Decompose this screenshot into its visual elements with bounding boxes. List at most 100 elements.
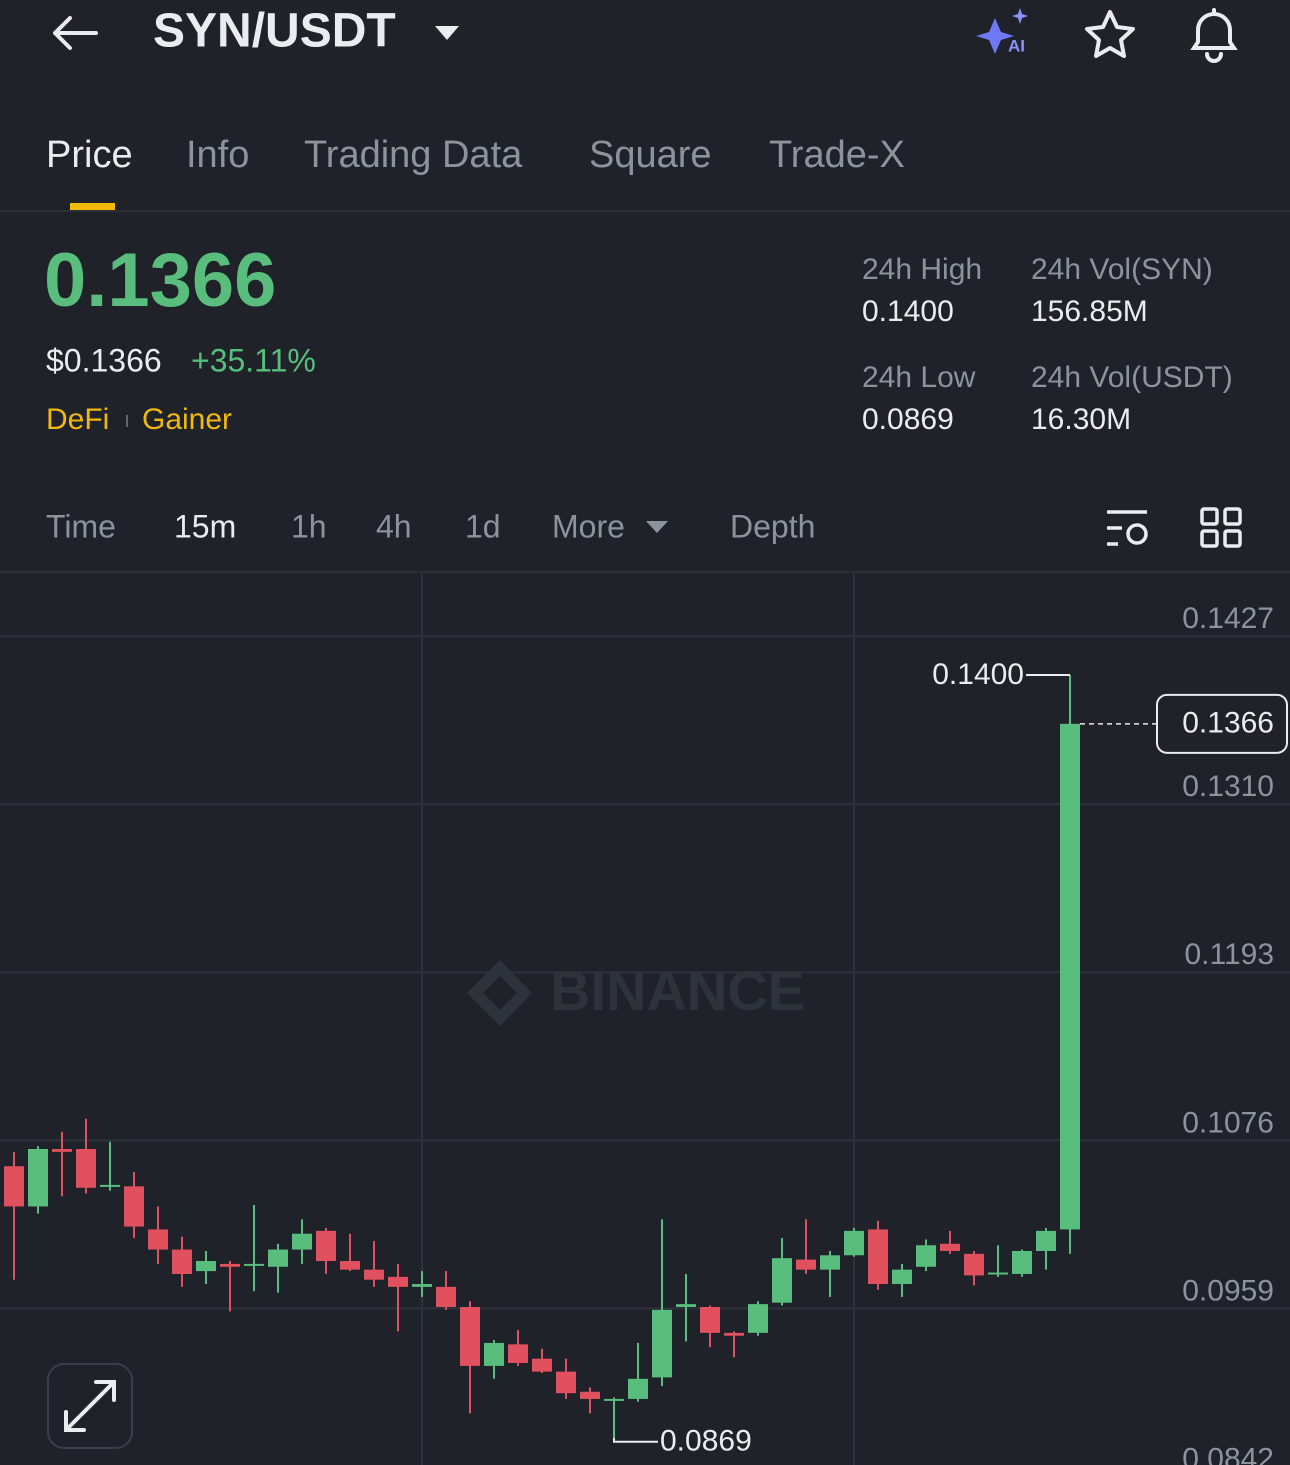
candle-body <box>1060 723 1080 1230</box>
stat-value: 0.1400 <box>862 295 954 328</box>
candle-body <box>676 1304 696 1307</box>
pair-caret[interactable] <box>435 26 459 40</box>
candle-body <box>268 1249 288 1267</box>
min-marker-line <box>613 1437 658 1443</box>
more-caret[interactable] <box>646 521 668 533</box>
y-tick-label: 0.1193 <box>1184 938 1274 971</box>
y-tick-label: 0.0842 <box>1182 1442 1274 1465</box>
candle-body <box>820 1255 840 1270</box>
alert-button[interactable] <box>1190 8 1238 63</box>
candle-body <box>868 1229 888 1285</box>
candle-body <box>412 1284 432 1287</box>
divider <box>0 571 1290 573</box>
candle-body <box>172 1249 192 1274</box>
stat-label: 24h High <box>862 253 982 286</box>
y-tick-label: 0.1427 <box>1182 602 1274 635</box>
pair-title[interactable]: SYN/USDT <box>153 5 396 58</box>
tab[interactable]: Trading Data <box>304 134 523 176</box>
candle-body <box>964 1253 984 1276</box>
stat-label: 24h Vol(SYN) <box>1031 253 1213 286</box>
tab[interactable]: Price <box>46 134 133 176</box>
last-price-label: 0.1366 <box>1182 707 1274 740</box>
candle-body <box>340 1261 360 1270</box>
timeframe[interactable]: 4h <box>376 508 412 544</box>
layout-button[interactable] <box>1200 507 1242 548</box>
y-tick-label: 0.1076 <box>1182 1106 1274 1139</box>
candle-body <box>532 1358 552 1372</box>
timeframe[interactable]: Depth <box>730 508 815 544</box>
timeframe[interactable]: Time <box>46 508 116 544</box>
candle-body <box>772 1258 792 1303</box>
timeframe[interactable]: More <box>552 508 625 544</box>
tab[interactable]: Square <box>589 134 712 176</box>
last-price-box <box>1156 693 1288 754</box>
stat-value: 16.30M <box>1031 403 1131 436</box>
stat-label: 24h Low <box>862 361 976 394</box>
stat-value: 156.85M <box>1031 295 1148 328</box>
candle-body <box>628 1378 648 1399</box>
candle-body <box>52 1148 72 1152</box>
ai-button[interactable]: AI <box>976 8 1028 55</box>
timeframe[interactable]: 1h <box>291 508 327 544</box>
svg-text:AI: AI <box>1008 36 1025 55</box>
candle-body <box>604 1398 624 1401</box>
candle-body <box>748 1304 768 1333</box>
tab-indicator <box>70 203 115 210</box>
y-tick-label: 0.0959 <box>1182 1274 1274 1307</box>
candle-body <box>388 1276 408 1287</box>
candle-body <box>76 1148 96 1188</box>
last-price: 0.1366 <box>44 238 276 323</box>
candle-body <box>124 1186 144 1227</box>
candle-body <box>940 1243 960 1251</box>
candle-body <box>244 1263 264 1266</box>
candle-body <box>316 1230 336 1262</box>
candle-body <box>4 1166 24 1207</box>
candle-body <box>484 1342 504 1366</box>
candle-body <box>1036 1230 1056 1251</box>
candle-body <box>844 1230 864 1256</box>
candle-body <box>508 1344 528 1364</box>
candle-body <box>28 1148 48 1207</box>
max-marker-label: 0.1400 <box>932 658 1024 691</box>
candle-body <box>220 1263 240 1267</box>
candle-body <box>148 1229 168 1250</box>
divider <box>0 210 1290 212</box>
candle-body <box>796 1259 816 1270</box>
watermark: BINANCE <box>467 959 805 1026</box>
stat-label: 24h Vol(USDT) <box>1031 361 1233 394</box>
min-marker-label: 0.0869 <box>660 1425 752 1458</box>
watermark-text: BINANCE <box>550 959 805 1022</box>
tag[interactable]: Gainer <box>142 403 232 436</box>
candle-body <box>364 1269 384 1280</box>
tab[interactable]: Trade-X <box>769 134 905 176</box>
candle-body <box>580 1391 600 1399</box>
candle-body <box>652 1309 672 1378</box>
tag[interactable]: DeFi <box>46 403 109 436</box>
candle-body <box>700 1306 720 1333</box>
back-button[interactable] <box>53 16 98 50</box>
candle-body <box>988 1272 1008 1275</box>
timeframe[interactable]: 1d <box>465 508 501 544</box>
chart: BINANCE 0.1427 0.1310 0.1193 0.1076 0.0959 0.… <box>0 573 1290 1465</box>
price-change: +35.11% <box>191 342 316 378</box>
y-tick-label: 0.1310 <box>1182 770 1274 803</box>
favorite-button[interactable] <box>1085 10 1135 58</box>
candle-body <box>460 1306 480 1366</box>
candle-body <box>916 1245 936 1267</box>
candle-body <box>724 1332 744 1336</box>
fullscreen-button[interactable] <box>47 1363 133 1449</box>
indicator-settings[interactable] <box>1107 510 1148 546</box>
usd-price: $0.1366 <box>46 342 162 378</box>
tag-separator <box>126 415 128 427</box>
tab[interactable]: Info <box>186 134 249 176</box>
candle-body <box>100 1184 120 1187</box>
candle-body <box>892 1269 912 1285</box>
timeframe[interactable]: 15m <box>174 508 236 544</box>
candle-body <box>196 1261 216 1272</box>
candle-body <box>1012 1250 1032 1274</box>
candle-body <box>292 1233 312 1250</box>
candle-body <box>556 1371 576 1394</box>
